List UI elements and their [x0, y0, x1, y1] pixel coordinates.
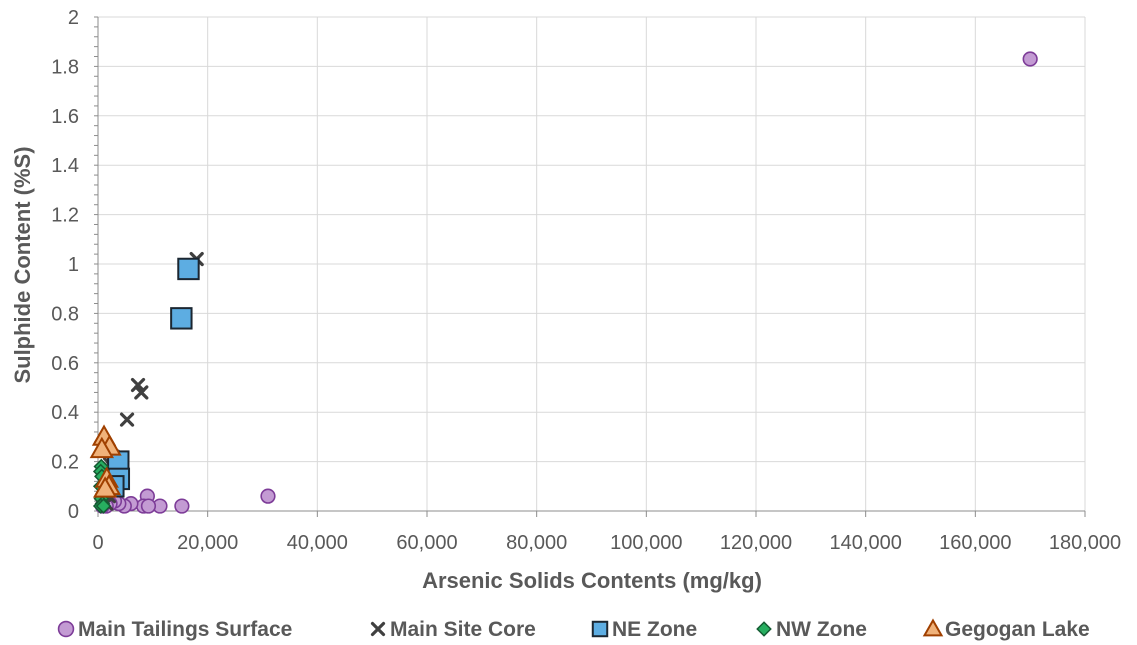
data-point-nw-zone: [95, 498, 112, 514]
y-tick-label: 0.6: [51, 353, 79, 375]
legend-label-main-site-core: Main Site Core: [390, 618, 536, 641]
y-tick-label: 0: [68, 501, 79, 523]
axes: [94, 16, 1086, 517]
series-gegogan-lake: [89, 424, 122, 498]
y-tick-label: 1.8: [51, 56, 79, 78]
gridlines: [98, 16, 1086, 511]
x-tick-label: 100,000: [610, 532, 682, 554]
x-tick-label: 160,000: [939, 532, 1011, 554]
data-point-main-tailings-surface: [174, 498, 190, 514]
data-points: [89, 51, 1038, 514]
legend-item-main-tailings-surface: Main Tailings Surface: [57, 618, 292, 641]
series-main-tailings-surface: [94, 51, 1038, 514]
x-tick-label: 140,000: [830, 532, 902, 554]
legend-marker-main-tailings-surface: [57, 620, 75, 638]
legend-item-gegogan-lake: Gegogan Lake: [922, 618, 1090, 641]
legend-label-gegogan-lake: Gegogan Lake: [945, 618, 1090, 641]
legend-marker-ne-zone: [591, 620, 609, 638]
legend-label-nw-zone: NW Zone: [776, 618, 867, 641]
x-axis-title: Arsenic Solids Contents (mg/kg): [422, 568, 762, 593]
y-tick-label: 1: [68, 254, 79, 276]
legend-item-nw-zone: NW Zone: [756, 618, 867, 641]
x-tick-label: 120,000: [720, 532, 792, 554]
y-tick-label: 1.6: [51, 106, 79, 128]
data-point-main-site-core: [130, 377, 146, 393]
legend-marker-nw-zone: [756, 621, 772, 637]
data-point-gegogan-lake: [89, 436, 115, 459]
y-tick-label: 1.2: [51, 205, 79, 227]
legend-marker-main-site-core: [370, 621, 386, 637]
data-point-ne-zone: [170, 307, 193, 330]
y-tick-label: 2: [68, 7, 79, 29]
data-point-main-site-core: [119, 412, 135, 427]
x-tick-labels: 0 20,000 40,000 60,000 80,000 100,000 120,000 1…: [92, 532, 1121, 554]
y-tick-label: 1.4: [51, 155, 79, 177]
data-point-main-tailings-surface: [260, 488, 276, 504]
y-tick-label: 0.2: [51, 452, 79, 474]
legend-marker-gegogan-lake: [922, 618, 944, 637]
y-tick-label: 0.8: [51, 303, 79, 325]
y-tick-label: 0.4: [51, 402, 79, 424]
legend: Main Tailings Surface Main Site Core NE Zo…: [57, 618, 1090, 641]
x-tick-label: 40,000: [287, 532, 348, 554]
x-tick-label: 80,000: [506, 532, 567, 554]
x-tick-label: 20,000: [177, 532, 238, 554]
x-tick-label: 180,000: [1049, 532, 1121, 554]
legend-label-main-tailings-surface: Main Tailings Surface: [78, 618, 292, 641]
y-tick-labels: 0 0.2 0.4 0.6 0.8 1 1.2 1.4 1.6 1.8 2: [51, 7, 79, 523]
data-point-ne-zone: [177, 257, 200, 281]
data-point-main-tailings-surface: [1022, 51, 1038, 67]
x-tick-label: 0: [92, 532, 103, 554]
legend-item-ne-zone: NE Zone: [591, 618, 697, 641]
data-point-main-tailings-surface: [140, 498, 157, 514]
data-point-main-site-core: [134, 385, 149, 400]
legend-label-ne-zone: NE Zone: [612, 618, 697, 641]
x-tick-label: 60,000: [396, 532, 457, 554]
y-axis-title: Sulphide Content (%S): [10, 146, 35, 383]
series-ne-zone: [102, 257, 200, 498]
legend-item-main-site-core: Main Site Core: [370, 618, 536, 641]
data-point-gegogan-lake: [92, 476, 118, 498]
